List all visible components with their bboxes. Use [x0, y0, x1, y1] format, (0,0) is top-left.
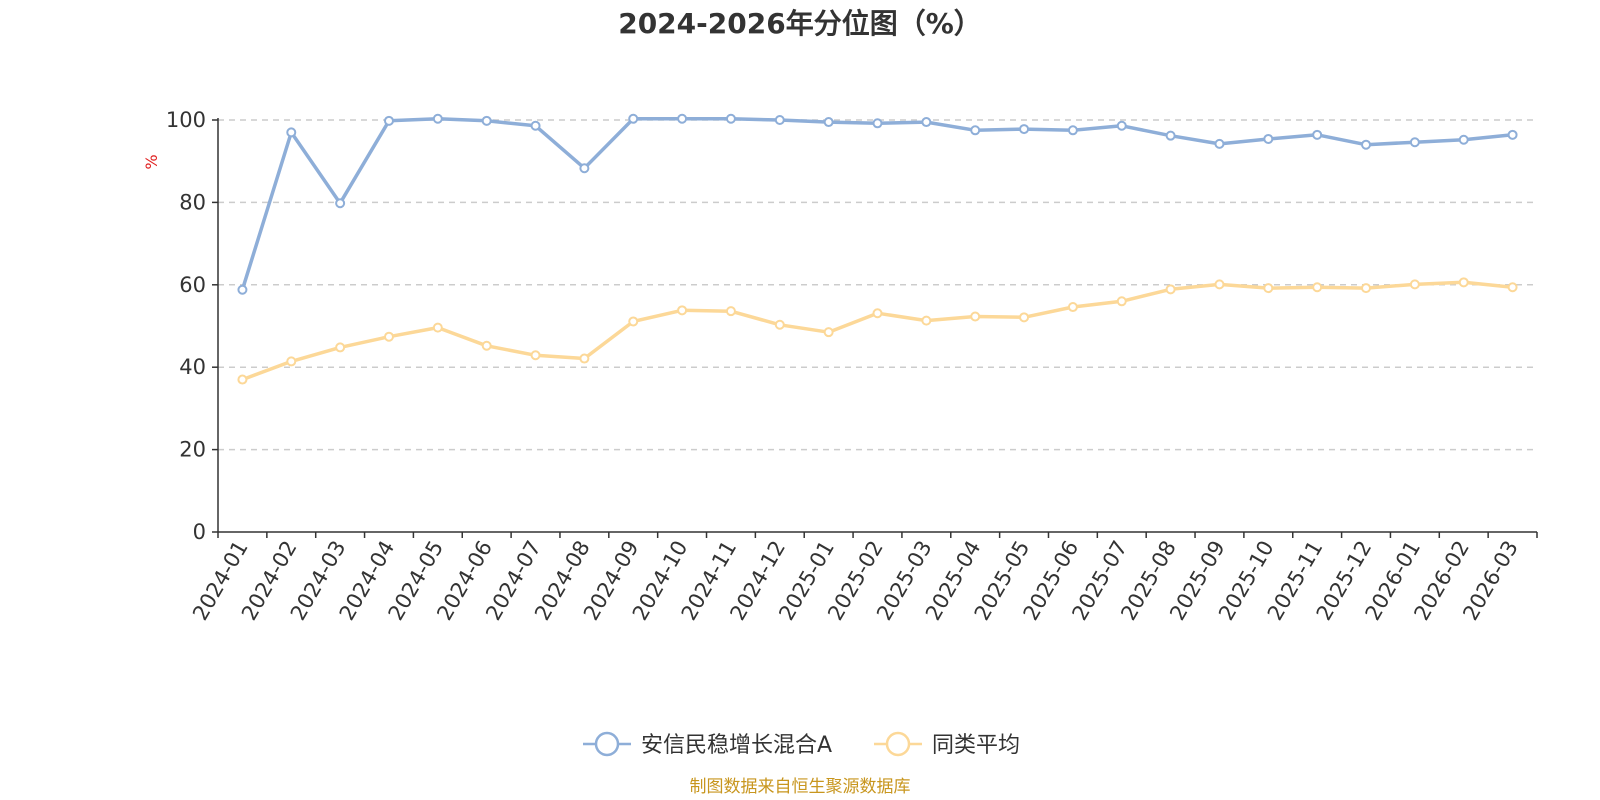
data-point[interactable] — [1067, 125, 1078, 136]
series-line — [240, 117, 1515, 292]
chart-title: 2024-2026年分位图（%） — [618, 7, 982, 40]
source-note: 制图数据来自恒生聚源数据库 — [690, 777, 911, 797]
y-tick-label: 20 — [179, 438, 206, 462]
data-point[interactable] — [335, 342, 346, 353]
data-point[interactable] — [481, 115, 492, 126]
data-point[interactable] — [823, 117, 834, 128]
data-point[interactable] — [774, 115, 785, 125]
data-point[interactable] — [774, 319, 785, 330]
data-point[interactable] — [530, 120, 541, 131]
data-point[interactable] — [481, 340, 492, 351]
data-point[interactable] — [1214, 138, 1225, 149]
data-point[interactable] — [1507, 282, 1518, 293]
data-point[interactable] — [677, 113, 688, 124]
data-point[interactable] — [1067, 302, 1078, 313]
data-point[interactable] — [1214, 279, 1225, 290]
data-point[interactable] — [432, 322, 443, 333]
data-point[interactable] — [823, 327, 834, 338]
data-point[interactable] — [677, 305, 688, 316]
data-point[interactable] — [1263, 283, 1274, 294]
data-point[interactable] — [383, 331, 394, 342]
data-point[interactable] — [579, 163, 590, 174]
data-point[interactable] — [1019, 312, 1030, 323]
data-point[interactable] — [1263, 133, 1274, 144]
data-point[interactable] — [1116, 120, 1127, 131]
data-point[interactable] — [1409, 137, 1420, 148]
series-lines — [237, 113, 1518, 385]
data-point[interactable] — [1361, 283, 1372, 294]
data-point[interactable] — [1165, 284, 1176, 295]
data-point[interactable] — [237, 374, 248, 385]
data-point[interactable] — [872, 308, 883, 319]
series-2 — [237, 277, 1518, 385]
data-point[interactable] — [432, 113, 443, 124]
data-point[interactable] — [970, 311, 981, 322]
data-point[interactable] — [286, 127, 297, 138]
series-1 — [237, 113, 1518, 295]
y-tick-label: 0 — [193, 520, 206, 544]
data-point[interactable] — [1409, 279, 1420, 290]
legend[interactable]: 安信民稳增长混合A 同类平均 — [583, 731, 1020, 758]
y-tick-label: 80 — [179, 190, 206, 214]
legend-swatch-marker — [885, 731, 911, 757]
series-line — [240, 280, 1515, 382]
data-point[interactable] — [1361, 139, 1372, 150]
legend-item-2[interactable]: 同类平均 — [874, 731, 1020, 758]
data-point[interactable] — [970, 125, 981, 136]
data-point[interactable] — [383, 115, 394, 126]
data-point[interactable] — [628, 316, 639, 327]
y-tick-labels: 0 20 40 60 80 100 — [166, 108, 206, 544]
y-tick-label: 100 — [166, 108, 206, 132]
data-point[interactable] — [872, 118, 883, 129]
data-point[interactable] — [921, 315, 932, 326]
data-point[interactable] — [1507, 129, 1518, 140]
legend-label: 安信民稳增长混合A — [641, 733, 832, 758]
grid-lines — [218, 119, 1537, 451]
legend-item-1[interactable]: 安信民稳增长混合A — [583, 731, 832, 758]
data-point[interactable] — [1312, 282, 1323, 293]
data-point[interactable] — [1116, 296, 1127, 307]
data-point[interactable] — [530, 350, 541, 361]
data-point[interactable] — [1312, 129, 1323, 140]
legend-label: 同类平均 — [932, 733, 1020, 758]
data-point[interactable] — [335, 198, 346, 209]
data-point[interactable] — [725, 306, 736, 317]
data-point[interactable] — [1019, 124, 1030, 135]
y-axis-label: % — [142, 154, 161, 169]
data-point[interactable] — [725, 113, 736, 124]
data-point[interactable] — [1458, 134, 1469, 145]
data-point[interactable] — [237, 284, 248, 295]
axes — [212, 118, 1538, 538]
y-tick-label: 40 — [179, 355, 206, 379]
data-point[interactable] — [286, 356, 297, 367]
data-point[interactable] — [921, 117, 932, 128]
legend-swatch-marker — [594, 731, 620, 757]
data-point[interactable] — [1165, 130, 1176, 141]
data-point[interactable] — [579, 353, 590, 364]
data-point[interactable] — [628, 113, 639, 124]
y-tick-label: 60 — [179, 273, 206, 297]
x-tick-labels: 2024-012024-022024-032024-042024-052024-… — [188, 536, 1523, 624]
data-point[interactable] — [1458, 277, 1469, 288]
